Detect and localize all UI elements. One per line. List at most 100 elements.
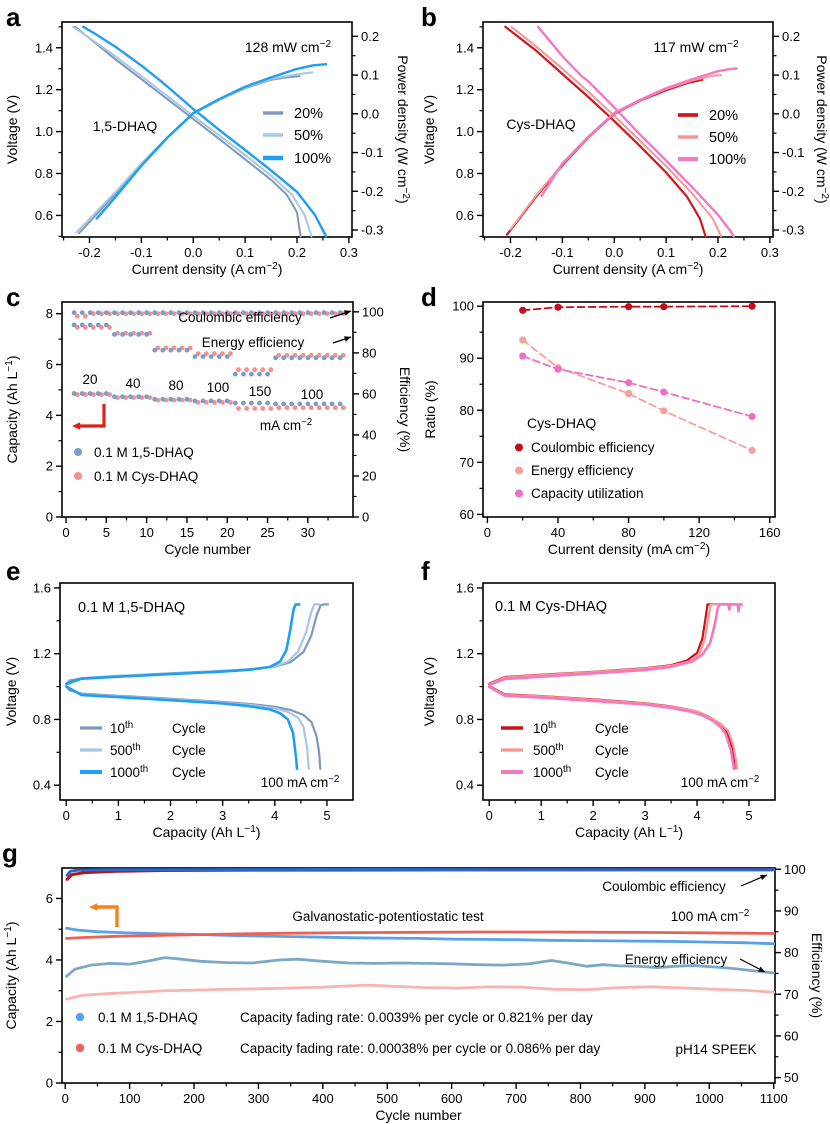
panel-e-chart: 0 1 2 3 4 5 Capacity (Ah L−1) 0.4 0.8 1.2 1.6 Volta…: [0, 555, 415, 845]
svg-text:100: 100: [452, 299, 474, 314]
svg-text:1.6: 1.6: [456, 580, 474, 595]
svg-text:-0.3: -0.3: [361, 223, 383, 238]
series-pol-100: [82, 25, 328, 238]
series-ee-blue: [95, 322, 101, 328]
plot-frame: [482, 582, 776, 801]
series-cap-blue: [176, 396, 182, 402]
svg-text:Capacity (Ah L−1): Capacity (Ah L−1): [152, 824, 260, 840]
series-ee-blue: [273, 355, 278, 361]
svg-text:-0.2: -0.2: [361, 184, 383, 199]
legend-mark: [515, 466, 523, 475]
svg-text:0: 0: [63, 808, 70, 823]
series-ce-blue: [313, 310, 319, 316]
series-ce-blue: [192, 310, 198, 316]
svg-text:0.8: 0.8: [33, 712, 51, 727]
series-cap-red: [284, 405, 290, 411]
series-cap-blue: [208, 398, 214, 404]
series-cap-blue: [192, 398, 198, 404]
svg-text:600: 600: [441, 1091, 463, 1106]
series-ce-red: [74, 313, 80, 319]
svg-text:0.8: 0.8: [456, 166, 474, 181]
axis-step-arrow: [76, 404, 106, 428]
series-ce-blue: [232, 310, 238, 316]
svg-text:0.4: 0.4: [456, 778, 474, 793]
legend-mark: [75, 1043, 85, 1053]
series-ee-blue: [112, 332, 117, 337]
svg-text:5: 5: [745, 808, 752, 823]
series-ee-blue: [208, 354, 214, 359]
series-cap-blue: [232, 400, 238, 406]
svg-text:0.6: 0.6: [35, 208, 53, 223]
series-ee-blue: [313, 355, 319, 361]
series-ce-blue: [273, 310, 278, 316]
series-cap-blue: [273, 401, 278, 407]
svg-text:4: 4: [693, 808, 700, 823]
svg-text:60: 60: [460, 507, 474, 522]
svg-text:90: 90: [460, 351, 474, 366]
series-cap-blue: [95, 391, 101, 396]
svg-text:120: 120: [688, 525, 710, 540]
svg-text:5: 5: [103, 525, 110, 540]
svg-text:0.8: 0.8: [35, 166, 53, 181]
series-cap-red: [292, 405, 298, 411]
svg-text:Voltage (V): Voltage (V): [3, 657, 19, 726]
series-cap-blue: [184, 396, 190, 402]
svg-text:25: 25: [260, 525, 274, 540]
svg-text:1.6: 1.6: [33, 580, 51, 595]
svg-text:6: 6: [46, 357, 53, 372]
svg-text:4: 4: [46, 952, 53, 967]
series-pol-50: [71, 25, 313, 238]
panel-f-svg: 0 1 2 3 4 5 Capacity (Ah L−1) 0.4 0.8 1.2 1.6 Volta…: [421, 580, 776, 840]
series-ce-blue: [112, 310, 117, 316]
series-cap-blue: [321, 401, 327, 407]
svg-text:5: 5: [323, 808, 330, 823]
plot-frame: [482, 301, 776, 518]
svg-text:80: 80: [362, 345, 376, 360]
svg-text:Energy efficiency: Energy efficiency: [531, 463, 634, 478]
series-cap-red: [324, 405, 330, 411]
svg-text:Cys-DHAQ: Cys-DHAQ: [506, 116, 575, 132]
svg-text:500: 500: [376, 1091, 398, 1106]
svg-text:0: 0: [46, 510, 53, 525]
series-cap-red: [236, 406, 241, 411]
series-ce-blue: [305, 310, 311, 316]
svg-text:Voltage (V): Voltage (V): [421, 95, 437, 164]
svg-text:Cycle: Cycle: [172, 721, 206, 736]
series-capacity-cys: [65, 930, 776, 940]
svg-text:-0.2: -0.2: [78, 245, 100, 260]
panel-letter-c: c: [6, 282, 21, 312]
series-ee-red: [195, 351, 201, 357]
svg-text:80: 80: [621, 525, 635, 540]
series-cap-blue: [144, 394, 150, 400]
svg-text:1.4: 1.4: [35, 40, 53, 55]
svg-text:50: 50: [784, 1070, 798, 1085]
series-cap-red: [300, 405, 306, 411]
series-ee-blue: [224, 354, 230, 359]
series-ee-red: [292, 352, 298, 358]
series-cap-blue: [103, 391, 109, 396]
series-ee-blue: [136, 332, 142, 337]
series-ee-blue: [168, 347, 174, 353]
series-ce-red: [83, 313, 88, 319]
series-ee-red: [252, 367, 258, 373]
svg-text:0.1 M Cys-DHAQ: 0.1 M Cys-DHAQ: [495, 599, 607, 615]
svg-text:Cycle: Cycle: [172, 743, 206, 758]
series-ce-blue: [87, 310, 93, 316]
series-ee-red: [220, 351, 225, 357]
panel-a-svg: -0.2 -0.1 0.0 0.1 0.2 0.3 Current density (A c…: [4, 21, 411, 277]
plot-frame: [61, 21, 353, 238]
svg-text:500th: 500th: [110, 742, 141, 758]
series-cycle1000-discharge: [487, 685, 735, 771]
svg-text:15: 15: [180, 525, 194, 540]
svg-text:0.4: 0.4: [33, 778, 51, 793]
svg-text:20: 20: [82, 372, 97, 387]
series-ee-blue: [337, 355, 343, 361]
series-cap-red: [308, 405, 314, 411]
series-cap-blue: [168, 396, 174, 402]
series-pol-50: [510, 25, 723, 238]
svg-text:1.2: 1.2: [35, 82, 53, 97]
series-ee-15dhaq: [65, 956, 776, 978]
svg-text:Voltage (V): Voltage (V): [4, 95, 20, 164]
series-cap-red: [268, 406, 274, 411]
svg-text:Cycle: Cycle: [595, 765, 629, 780]
